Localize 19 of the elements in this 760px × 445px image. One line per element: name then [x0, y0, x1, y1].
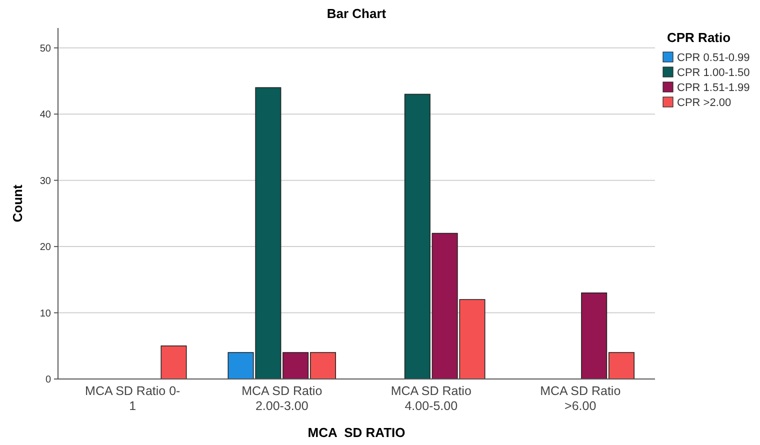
- legend-label: CPR 1.00-1.50: [677, 67, 750, 79]
- x-tick-label: MCA SD Ratio 2.00-3.00: [242, 384, 322, 413]
- legend-label: CPR 1.51-1.99: [677, 82, 750, 94]
- y-tick-label: 30: [40, 176, 52, 187]
- legend-label: CPR >2.00: [677, 97, 732, 109]
- y-axis-title: Count: [10, 184, 25, 222]
- chart-title: Bar Chart: [326, 6, 387, 21]
- y-tick-label: 10: [40, 308, 52, 320]
- y-tick-label: 50: [40, 43, 52, 54]
- y-tick-label: 20: [40, 242, 52, 254]
- y-tick-label: 40: [40, 110, 52, 121]
- x-axis-title: MCA SD RATIO: [308, 425, 406, 440]
- legend-title: CPR Ratio: [667, 30, 731, 45]
- bar: [160, 345, 187, 380]
- x-tick-label: MCA SD Ratio >6.00: [540, 384, 621, 413]
- x-tick-label: MCA SD Ratio 4.00-5.00: [390, 384, 472, 413]
- legend-label: CPR 0.51-0.99: [677, 52, 750, 64]
- x-tick-label: MCA SD Ratio 0-1: [85, 384, 180, 413]
- y-tick-label: 0: [45, 374, 52, 386]
